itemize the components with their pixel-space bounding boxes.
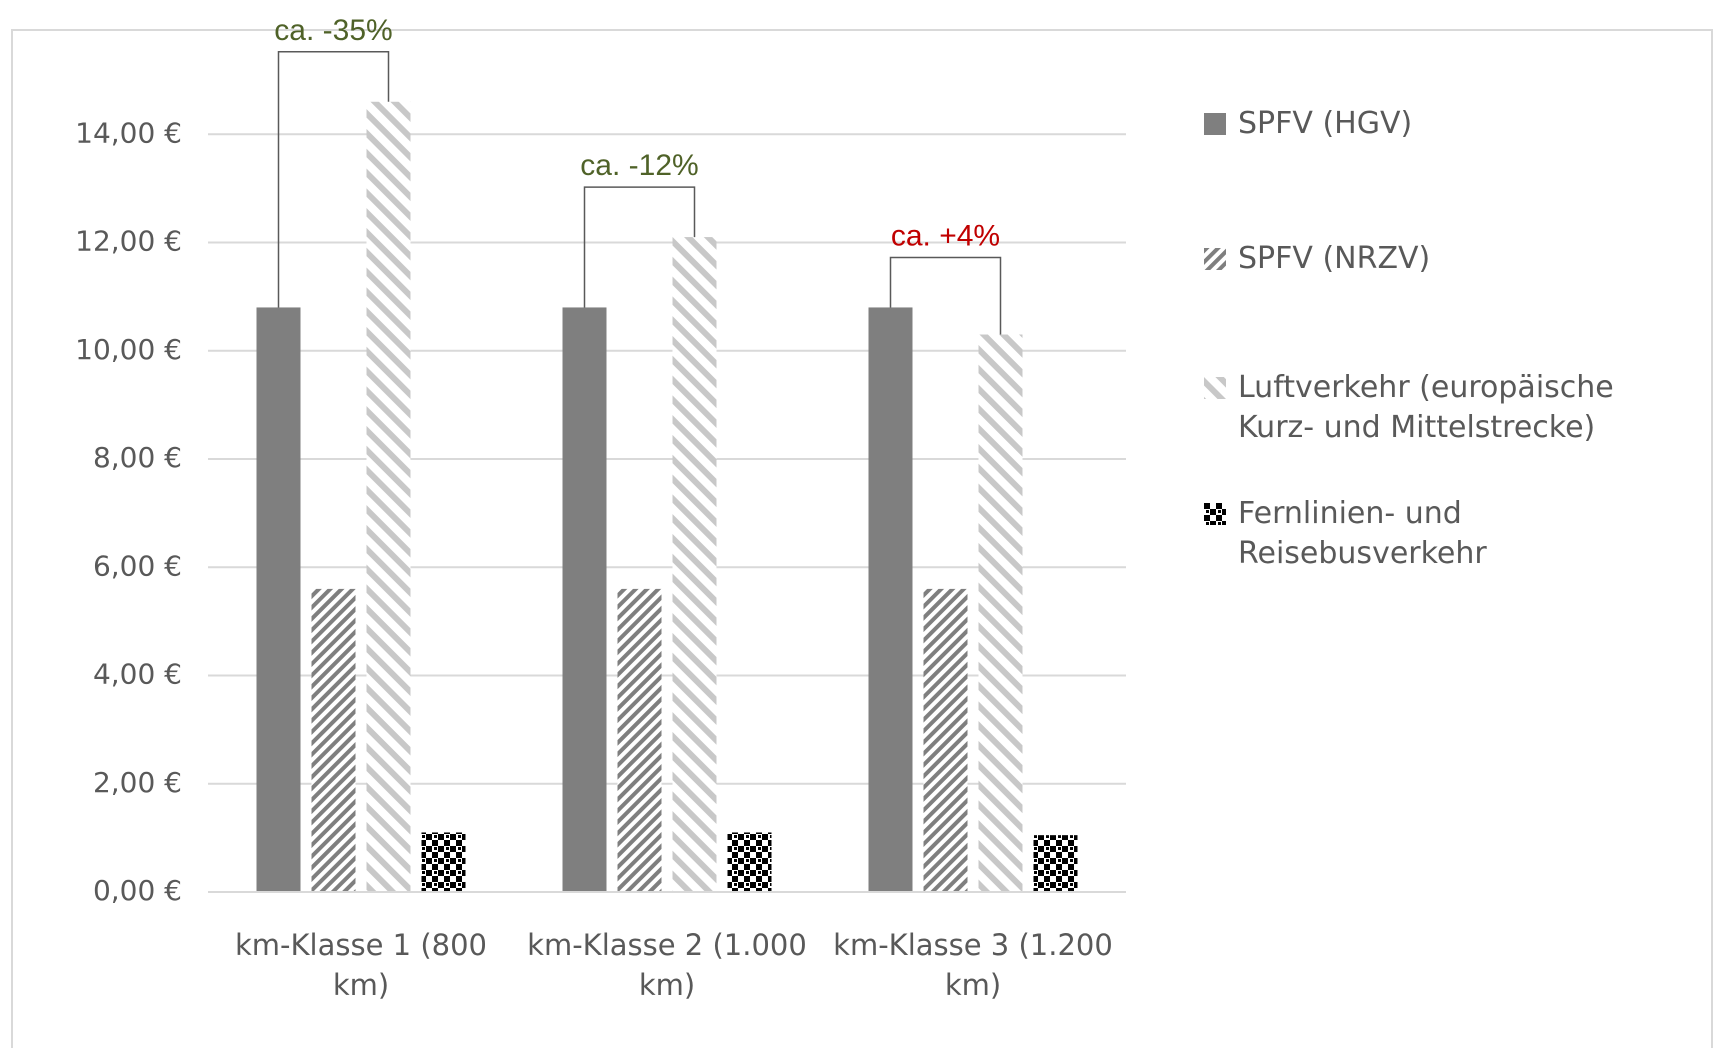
legend-swatch bbox=[1204, 248, 1226, 270]
bar bbox=[672, 237, 717, 892]
bar bbox=[727, 832, 772, 892]
bar bbox=[868, 307, 913, 892]
annotation: ca. -35% bbox=[274, 14, 392, 47]
legend-swatch bbox=[1204, 503, 1226, 525]
y-tick-label: 2,00 € bbox=[93, 766, 182, 799]
legend-label: Luftverkehr (europäische Kurz- und Mitte… bbox=[1238, 370, 1614, 445]
x-tick-label: km-Klasse 3 (1.200 km) bbox=[833, 928, 1113, 1002]
y-tick-label: 8,00 € bbox=[93, 441, 182, 474]
bracket bbox=[583, 186, 696, 308]
annotation: ca. +4% bbox=[891, 219, 1000, 252]
bracket bbox=[889, 256, 1002, 335]
bar bbox=[923, 588, 968, 892]
bar bbox=[366, 101, 411, 892]
annotation: ca. -12% bbox=[580, 149, 698, 182]
bracket bbox=[277, 51, 390, 308]
y-tick-label: 14,00 € bbox=[75, 116, 182, 149]
bar bbox=[617, 588, 662, 892]
legend-label: SPFV (NRZV) bbox=[1238, 241, 1431, 276]
y-tick-label: 10,00 € bbox=[75, 333, 182, 366]
y-tick-label: 0,00 € bbox=[93, 874, 182, 907]
bar bbox=[311, 588, 356, 892]
x-tick-label: km-Klasse 2 (1.000 km) bbox=[527, 928, 807, 1002]
bar bbox=[562, 307, 607, 892]
chart-frame bbox=[11, 29, 1713, 1048]
legend-swatch bbox=[1204, 377, 1226, 399]
bar bbox=[978, 334, 1023, 892]
y-tick-label: 4,00 € bbox=[93, 658, 182, 691]
bar bbox=[1033, 835, 1078, 892]
legend-label: SPFV (HGV) bbox=[1238, 106, 1413, 141]
bar bbox=[256, 307, 301, 892]
bar bbox=[421, 832, 466, 892]
legend-label: Fernlinien- und Reisebusverkehr bbox=[1238, 496, 1487, 571]
y-tick-label: 6,00 € bbox=[93, 549, 182, 582]
legend-swatch bbox=[1204, 113, 1226, 135]
x-tick-label: km-Klasse 1 (800 km) bbox=[235, 928, 487, 1002]
y-tick-label: 12,00 € bbox=[75, 225, 182, 258]
